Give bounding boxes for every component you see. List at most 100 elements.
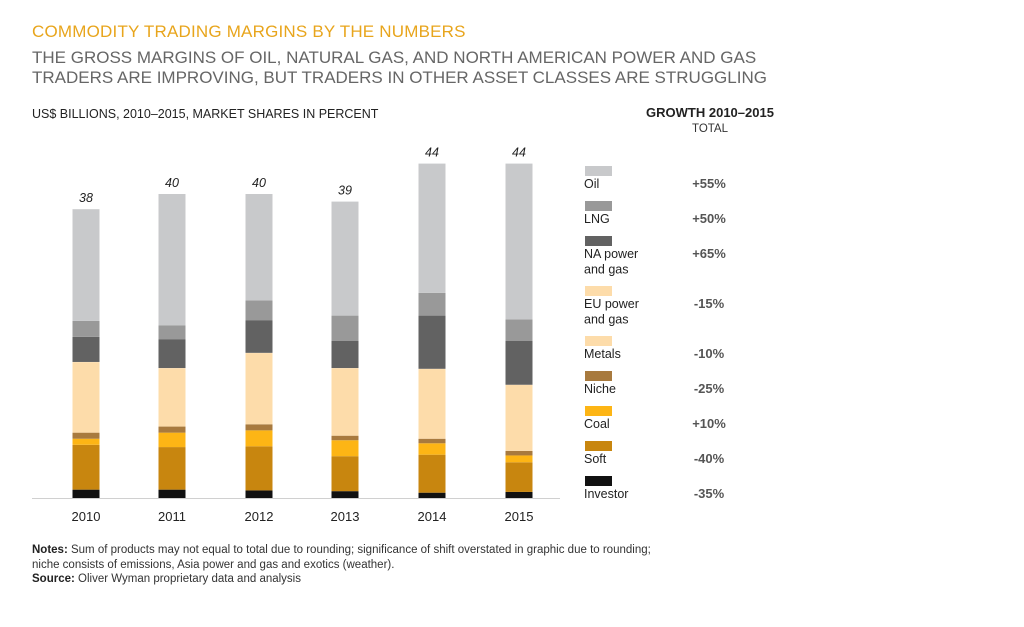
bar-segment bbox=[505, 163, 533, 320]
source-line: Source: Oliver Wyman proprietary data an… bbox=[32, 572, 672, 587]
bar-total-label: 38 bbox=[79, 191, 93, 205]
bar-segment bbox=[331, 340, 359, 369]
x-tick-label: 2010 bbox=[72, 509, 101, 524]
bar-segment bbox=[418, 292, 446, 316]
bar-segment bbox=[72, 362, 100, 433]
legend-swatch bbox=[585, 406, 612, 416]
growth-heading: GROWTH 2010–2015 bbox=[646, 105, 774, 120]
bar-segment bbox=[418, 443, 446, 455]
chart-notes: Notes: Sum of products may not equal to … bbox=[32, 543, 672, 587]
bar-segment bbox=[505, 455, 533, 463]
bar-segment bbox=[245, 424, 273, 431]
bar-total-label: 40 bbox=[252, 176, 266, 190]
growth-subheading: TOTAL bbox=[692, 123, 728, 135]
bar-segment bbox=[331, 315, 359, 341]
source-label: Source: bbox=[32, 573, 75, 585]
bar-segment bbox=[418, 315, 446, 369]
bar-segment bbox=[72, 444, 100, 490]
x-tick-label: 2015 bbox=[505, 509, 534, 524]
notes-line: Notes: Sum of products may not equal to … bbox=[32, 543, 672, 572]
growth-value: -25% bbox=[694, 381, 725, 396]
bar-segment bbox=[72, 432, 100, 439]
bar-segment bbox=[245, 490, 273, 498]
units-label: US$ BILLIONS, 2010–2015, MARKET SHARES I… bbox=[32, 107, 379, 121]
bar-segment bbox=[245, 353, 273, 425]
bar-segment bbox=[418, 438, 446, 444]
bar-total-label: 44 bbox=[425, 146, 439, 160]
bar-segment bbox=[505, 491, 533, 498]
bar-segment bbox=[72, 209, 100, 321]
growth-value: -15% bbox=[694, 296, 725, 311]
legend-swatch bbox=[585, 476, 612, 486]
bar-segment bbox=[158, 194, 186, 326]
x-tick-label: 2011 bbox=[158, 509, 186, 524]
bar-segment bbox=[505, 385, 533, 451]
bar-segment bbox=[418, 163, 446, 293]
bar-segment bbox=[505, 450, 533, 456]
bar-segment bbox=[331, 491, 359, 498]
bar-segment bbox=[331, 456, 359, 492]
bar-total-label: 39 bbox=[338, 184, 352, 198]
growth-value: +65% bbox=[692, 246, 726, 261]
bar-segment bbox=[72, 361, 100, 363]
legend-label: LNG bbox=[584, 212, 610, 226]
legend-label: EU power and gas bbox=[584, 297, 639, 327]
bar-segment bbox=[158, 368, 186, 369]
notes-label: Notes: bbox=[32, 544, 68, 556]
growth-value: +50% bbox=[692, 211, 726, 226]
legend-swatch bbox=[585, 441, 612, 451]
bar-segment bbox=[158, 447, 186, 490]
bar-segment bbox=[331, 440, 359, 457]
growth-value: -10% bbox=[694, 346, 725, 361]
bar-segment bbox=[158, 426, 186, 433]
bar-segment bbox=[72, 320, 100, 337]
bar-segment bbox=[505, 462, 533, 492]
chart-subtitle: THE GROSS MARGINS OF OIL, NATURAL GAS, A… bbox=[32, 48, 767, 87]
bar-segment bbox=[158, 325, 186, 340]
legend-label: Metals bbox=[584, 347, 621, 361]
x-tick-label: 2014 bbox=[418, 509, 447, 524]
legend-label: NA power and gas bbox=[584, 247, 638, 277]
bar-total-label: 44 bbox=[512, 146, 526, 160]
bar-segment bbox=[158, 368, 186, 427]
legend-label: Soft bbox=[584, 452, 607, 466]
bar-segment bbox=[245, 320, 273, 353]
growth-value: +10% bbox=[692, 416, 726, 431]
bar-segment bbox=[158, 489, 186, 498]
bar-segment bbox=[72, 438, 100, 445]
legend-label: Oil bbox=[584, 177, 599, 191]
bar-segment bbox=[418, 492, 446, 498]
bar-segment bbox=[331, 435, 359, 441]
bar-segment bbox=[245, 446, 273, 491]
bar-segment bbox=[245, 194, 273, 301]
legend-group: Oil +55% LNG +50% NA power and gas +65% EU powe… bbox=[584, 166, 726, 501]
bar-segment bbox=[72, 489, 100, 498]
bar-segment bbox=[331, 368, 359, 436]
legend-swatch bbox=[585, 201, 612, 211]
legend-swatch bbox=[585, 336, 612, 346]
growth-value: -40% bbox=[694, 451, 725, 466]
bars-group: 38 2010 40 2011 40 2012 39 2013 44 2014 44 2015 bbox=[32, 146, 560, 524]
legend-swatch bbox=[585, 166, 612, 176]
bar-segment bbox=[158, 432, 186, 448]
legend-swatch bbox=[585, 371, 612, 381]
bar-segment bbox=[245, 300, 273, 321]
notes-text: Sum of products may not equal to total d… bbox=[32, 544, 651, 571]
bar-segment bbox=[505, 319, 533, 341]
bar-segment bbox=[418, 368, 446, 370]
growth-value: +55% bbox=[692, 176, 726, 191]
bar-segment bbox=[418, 454, 446, 493]
legend-label: Coal bbox=[584, 417, 610, 431]
legend-label: Investor bbox=[584, 487, 628, 501]
bar-segment bbox=[331, 201, 359, 316]
legend-swatch bbox=[585, 236, 612, 246]
bar-segment bbox=[245, 352, 273, 354]
legend-swatch bbox=[585, 286, 612, 296]
bar-total-label: 40 bbox=[165, 176, 179, 190]
source-text: Oliver Wyman proprietary data and analys… bbox=[74, 573, 301, 585]
bar-segment bbox=[158, 339, 186, 369]
legend-label: Niche bbox=[584, 382, 616, 396]
growth-value: -35% bbox=[694, 486, 725, 501]
bar-segment bbox=[331, 368, 359, 369]
bar-segment bbox=[72, 336, 100, 362]
